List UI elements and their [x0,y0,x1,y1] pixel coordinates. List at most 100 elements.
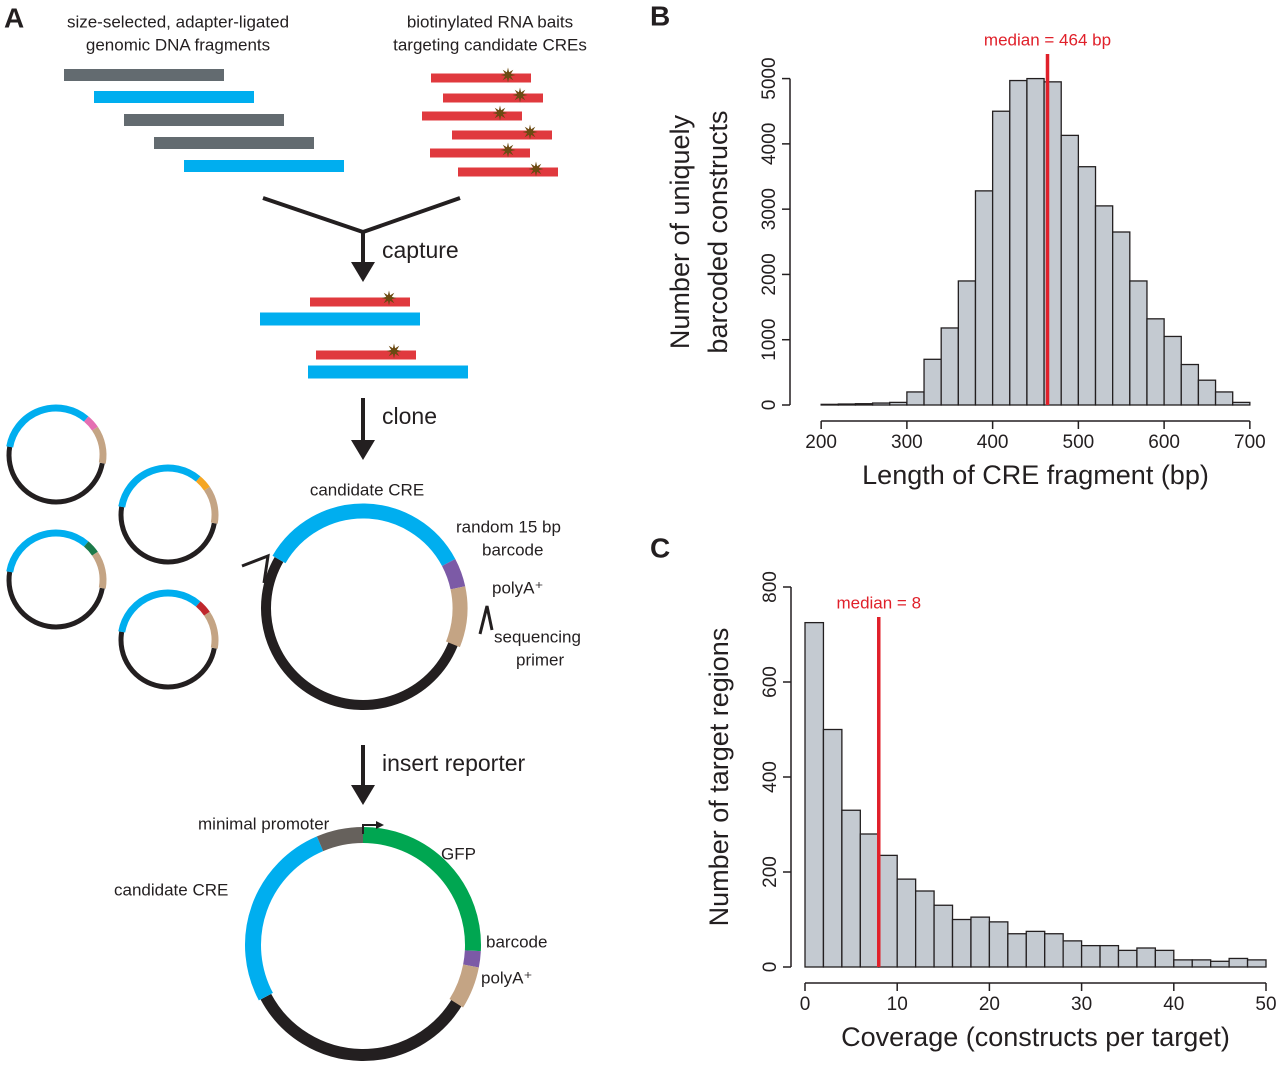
y-tick-label: 800 [760,571,781,603]
x-tick-label: 0 [800,994,811,1015]
plasmid-segment [91,426,107,464]
x-tick-label: 500 [1063,432,1095,453]
plasmid-segment [260,993,464,1061]
label: sequencing [494,627,581,646]
x-tick-label: 200 [805,432,837,453]
label: barcode [486,932,547,951]
bar [991,110,1011,406]
bar [1080,944,1101,968]
label: targeting candidate CREs [393,35,587,54]
bar [1044,933,1064,968]
bar [1246,959,1267,968]
y-tick-label: 400 [760,761,781,793]
median-label: median = 8 [836,593,921,612]
fragment [431,73,531,83]
plasmid-segment [6,446,105,505]
bar [1232,401,1251,406]
label: random 15 bp [456,517,561,536]
biotin [522,124,538,140]
median-label: median = 464 bp [984,30,1111,49]
step-label: clone [382,403,437,429]
fragment [94,91,254,103]
bar [1191,959,1212,968]
plasmid-segment [272,503,456,567]
x-tick-label: 400 [977,432,1009,453]
bar [1007,933,1027,968]
bar [1112,231,1131,406]
plasmid-segment [362,827,481,952]
bar [923,358,942,406]
fragment [310,297,410,307]
bar [804,621,825,968]
plasmid-segment [118,506,217,565]
bar [822,728,843,968]
bar [988,921,1009,968]
panel-label: B [650,0,670,31]
bar [951,918,972,968]
plasmid-segment [91,551,107,589]
bar [957,280,977,406]
promoter-arrow [362,824,378,834]
plasmid-segment [83,541,98,556]
x-tick-label: 30 [1071,994,1092,1015]
plasmid-segment [118,631,217,690]
bar [820,403,839,406]
x-tick-label: 300 [891,432,923,453]
y-tick-label: 600 [760,666,781,698]
plasmid-segment [6,404,89,448]
biotin [386,343,402,359]
bar [1077,166,1097,406]
connector [262,196,461,235]
bar [859,833,880,968]
bar [906,391,925,406]
bar [1094,205,1114,406]
biotin [528,161,544,177]
bar [1180,363,1200,406]
fragment [154,137,314,149]
bar [896,878,917,968]
panel-label: A [4,2,24,33]
fragment [184,160,344,172]
bar [889,401,908,406]
y-tick-label: 200 [760,856,781,888]
x-tick-label: 50 [1255,994,1276,1015]
x-tick-label: 10 [887,994,908,1015]
fragment [260,312,420,326]
biotin [492,105,508,121]
plasmid-segment [6,571,105,630]
x-tick-label: 20 [979,994,1000,1015]
arrow-head [351,440,375,460]
label: minimal promoter [198,814,330,833]
primer [478,605,494,635]
bar [1009,79,1028,406]
bar [1214,391,1234,406]
bar [970,916,991,968]
arrow-head [351,785,375,805]
x-tick-label: 40 [1163,994,1184,1015]
bar [841,809,861,968]
label: barcode [482,540,543,559]
biotin [512,87,528,103]
plasmid-segment [441,558,466,590]
plasmid-segment [203,486,219,524]
plasmid-segment [203,611,219,649]
bar [1228,957,1249,968]
fragment [458,167,558,177]
y-tick-label: 0 [760,962,781,973]
step-label: capture [382,237,459,263]
bar [914,890,935,968]
bar [837,403,857,406]
y-axis-label: Number of uniquely [665,114,695,349]
bar [854,403,874,406]
bar [1136,947,1157,968]
bar [1173,959,1193,968]
y-tick-label: 2000 [759,253,780,295]
plasmid-segment [83,416,98,431]
x-tick-label: 600 [1148,432,1180,453]
bar [1197,379,1217,406]
step-label: insert reporter [382,750,526,776]
fragment [443,93,543,103]
label: candidate CRE [310,480,424,499]
x-axis-label: Coverage (constructs per target) [841,1022,1230,1052]
